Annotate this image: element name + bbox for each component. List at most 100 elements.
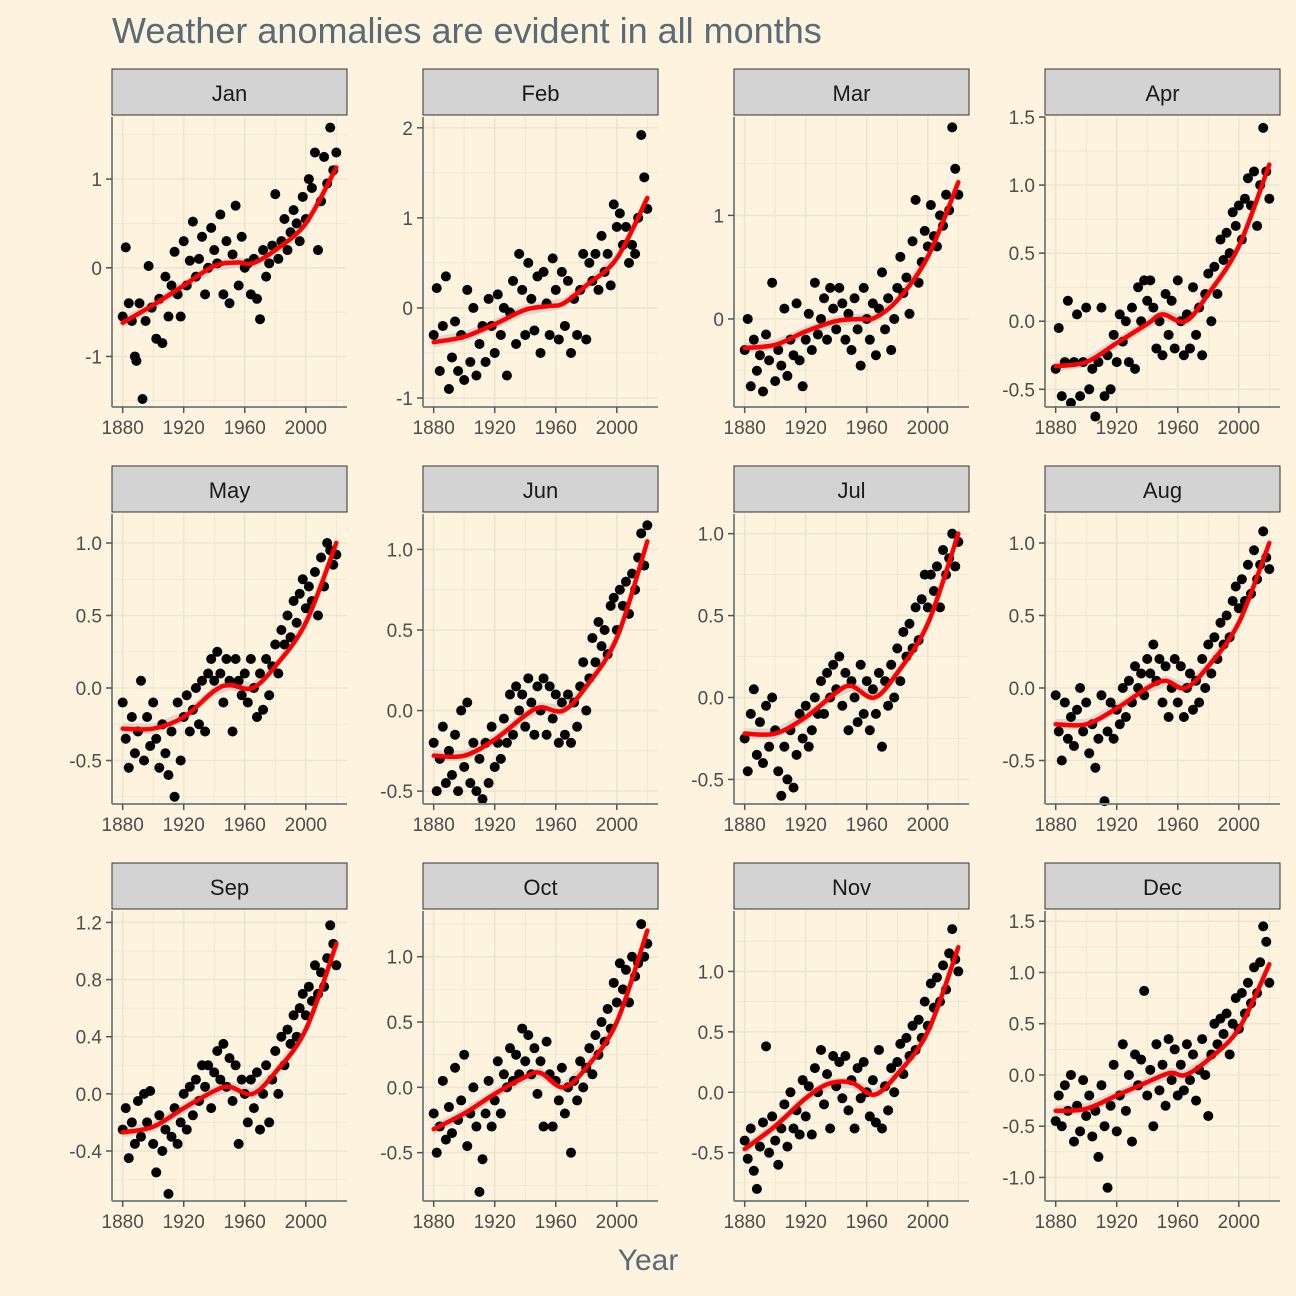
data-point	[858, 708, 869, 719]
data-point	[761, 1041, 772, 1052]
data-point	[803, 1081, 814, 1092]
data-point	[1120, 712, 1131, 722]
y-tick-label: 1.2	[76, 913, 102, 934]
data-point	[1096, 1080, 1107, 1091]
data-point	[624, 257, 635, 268]
data-point	[1178, 1085, 1189, 1096]
data-point	[261, 271, 272, 282]
y-tick-label: 1.0	[387, 948, 413, 969]
data-point	[1169, 343, 1180, 354]
facet-strip-label: Dec	[1143, 875, 1182, 900]
x-tick-label: 1920	[163, 815, 205, 836]
data-point	[184, 726, 195, 737]
data-point	[450, 316, 461, 327]
data-point	[849, 1123, 860, 1134]
data-point	[809, 277, 820, 288]
data-point	[163, 311, 174, 322]
data-point	[1157, 350, 1168, 361]
data-point	[203, 668, 214, 679]
panel-background	[423, 117, 658, 407]
data-point	[1072, 309, 1083, 320]
data-point	[745, 381, 756, 392]
data-point	[1096, 302, 1107, 313]
data-point	[203, 1060, 214, 1071]
data-point	[148, 1138, 159, 1149]
data-point	[767, 1111, 778, 1122]
data-point	[529, 729, 540, 740]
data-point	[474, 338, 485, 349]
data-point	[123, 1153, 134, 1164]
data-point	[276, 1031, 287, 1042]
data-point	[1242, 559, 1253, 570]
data-point	[1068, 741, 1079, 751]
data-point	[614, 958, 625, 969]
data-point	[809, 692, 820, 703]
data-point	[1264, 977, 1275, 988]
smooth-line	[1053, 962, 1272, 1114]
data-point	[1221, 610, 1232, 621]
data-point	[1120, 1105, 1131, 1116]
x-tick-label: 1960	[535, 815, 577, 836]
data-point	[126, 1117, 137, 1128]
data-point	[1120, 316, 1131, 327]
x-tick-label: 1880	[724, 418, 766, 439]
data-point	[556, 1062, 567, 1073]
y-tick-label: 1.5	[1009, 912, 1035, 933]
data-point	[877, 741, 888, 752]
data-point	[1163, 1034, 1174, 1045]
data-point	[935, 602, 946, 613]
data-point	[206, 222, 217, 233]
data-point	[270, 639, 281, 650]
data-point	[431, 1147, 442, 1158]
data-point	[544, 329, 555, 340]
data-point	[1258, 122, 1269, 133]
data-point	[1157, 697, 1168, 708]
data-point	[1157, 1059, 1168, 1070]
data-point	[137, 394, 148, 405]
y-tick-label: 1	[91, 170, 102, 191]
data-point	[233, 280, 244, 291]
x-tick-label: 2000	[907, 815, 949, 836]
data-point	[776, 360, 787, 371]
y-tick-label: 1.0	[698, 962, 724, 983]
data-point	[227, 726, 238, 737]
data-point	[834, 282, 845, 293]
data-point	[812, 329, 823, 340]
data-point	[1126, 302, 1137, 313]
data-point	[611, 997, 622, 1008]
data-point	[175, 311, 186, 322]
facet-strip-label: Jul	[837, 478, 865, 503]
data-point	[459, 761, 470, 772]
data-point	[809, 1063, 820, 1074]
y-tick-label: 1.5	[1009, 108, 1035, 129]
data-point	[895, 1038, 906, 1049]
data-point	[602, 248, 613, 259]
data-point	[316, 967, 327, 978]
data-point	[794, 355, 805, 366]
data-point	[163, 1188, 174, 1199]
data-point	[166, 280, 177, 291]
x-tick-label: 1880	[102, 815, 144, 836]
data-point	[886, 659, 897, 670]
smooth-line	[120, 165, 339, 325]
data-point	[297, 988, 308, 999]
data-point	[1212, 1039, 1223, 1050]
x-tick-label: 2000	[1218, 815, 1260, 836]
data-point	[446, 770, 457, 780]
data-point	[486, 721, 497, 732]
data-point	[1108, 329, 1119, 340]
data-point	[562, 689, 573, 700]
data-point	[480, 1108, 491, 1119]
data-point	[864, 334, 875, 345]
data-point	[1062, 733, 1073, 744]
data-point	[1093, 733, 1104, 744]
data-point	[1078, 726, 1089, 737]
data-point	[242, 1117, 253, 1128]
data-point	[538, 266, 549, 277]
data-point	[434, 365, 445, 376]
data-point	[166, 1131, 177, 1142]
data-point	[1081, 302, 1092, 313]
data-point	[757, 1117, 768, 1128]
smooth-line	[120, 540, 339, 732]
data-point	[239, 668, 250, 679]
